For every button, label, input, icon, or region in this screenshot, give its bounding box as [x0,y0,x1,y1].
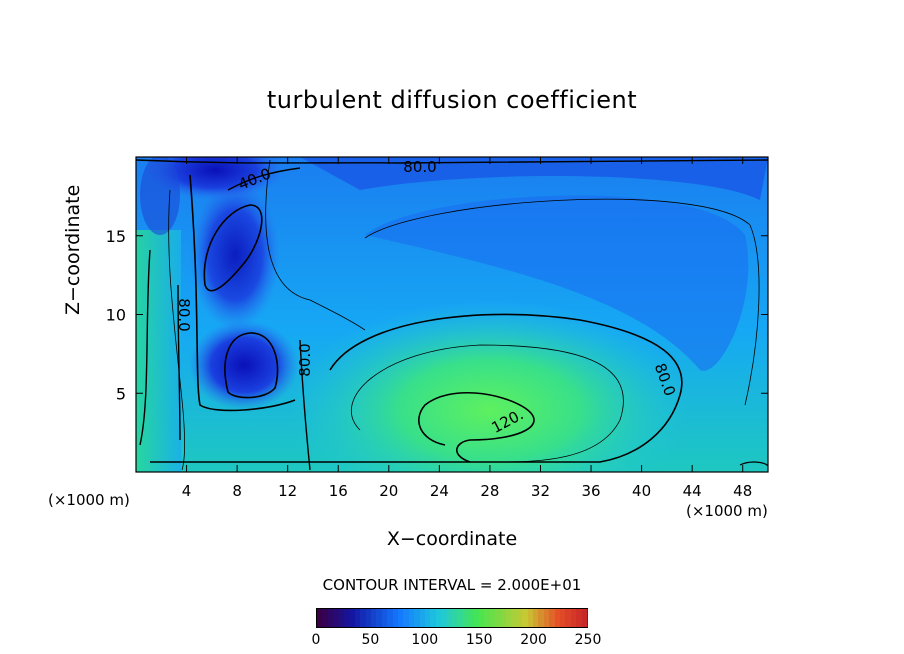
heatmap-field [136,157,768,472]
colorbar-tick-label: 0 [311,632,321,648]
contour-label: 80.0 [296,343,314,376]
x-tick-label: 36 [581,482,600,500]
x-tick-label: 44 [683,482,702,500]
upper-right-low [365,195,749,371]
colorbar-tick-label: 200 [520,632,547,648]
low-core-mid [189,320,299,410]
y-axis-label: Z−coordinate [62,184,84,315]
x-axis-label: X−coordinate [386,528,518,550]
x-tick-label: 16 [329,482,348,500]
x-unit-left: (×1000 m) [48,491,130,509]
x-tick-label: 20 [379,482,398,500]
low-core-corner [140,157,180,235]
left-strip [136,230,181,472]
x-tick-label: 28 [480,482,499,500]
x-tick-label: 4 [182,482,192,500]
y-ticks: 5 10 15 [106,227,768,403]
x-tick-label: 48 [733,482,752,500]
low-core-top [145,157,285,200]
y-tick-label: 10 [106,306,126,325]
x-tick-label: 8 [232,482,242,500]
colorbar-segment [581,609,588,627]
high-core [290,300,690,472]
contour-interval-text: CONTOUR INTERVAL = 2.000E+01 [322,576,582,594]
x-tick-label: 12 [278,482,297,500]
x-tick-label: 32 [531,482,550,500]
low-core-upper [190,180,280,330]
top-low-band [300,157,768,200]
colorbar-tick-label: 50 [361,632,380,648]
colorbar-tick-label: 100 [411,632,439,648]
x-ticks: 4 8 12 16 20 24 28 32 36 40 44 48 [182,157,752,500]
x-tick-label: 24 [430,482,449,500]
y-tick-label: 15 [106,227,126,246]
y-tick-label: 5 [116,384,126,403]
x-unit-right: (×1000 m) [686,502,768,520]
colorbar-tick-label: 150 [465,632,493,648]
colorbar [316,608,588,628]
contour-label: 80.0 [403,158,436,176]
colorbar-tick-label: 250 [574,632,602,648]
contour-label: 80.0 [175,298,193,331]
x-tick-label: 40 [632,482,651,500]
chart-title: turbulent diffusion coefficient [266,86,638,114]
